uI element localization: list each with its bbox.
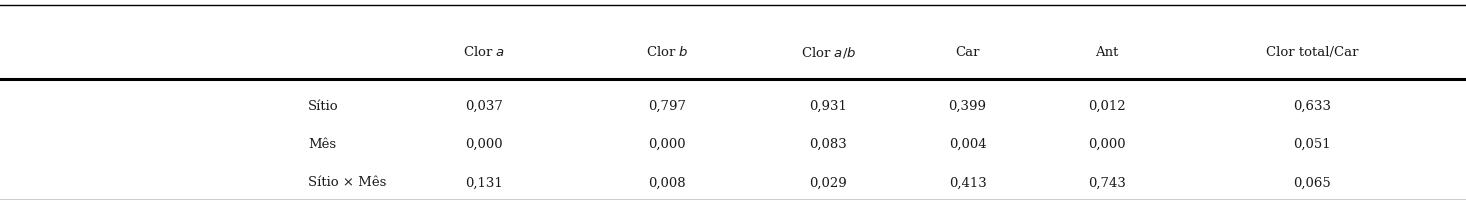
Text: Sítio × Mês: Sítio × Mês	[308, 176, 386, 188]
Text: Clor $a/b$: Clor $a/b$	[800, 45, 856, 59]
Text: 0,743: 0,743	[1088, 176, 1126, 188]
Text: 0,413: 0,413	[949, 176, 987, 188]
Text: Ant: Ant	[1095, 46, 1119, 58]
Text: 0,083: 0,083	[809, 138, 847, 150]
Text: 0,029: 0,029	[809, 176, 847, 188]
Text: 0,000: 0,000	[1088, 138, 1126, 150]
Text: 0,000: 0,000	[465, 138, 503, 150]
Text: Clor $a$: Clor $a$	[463, 45, 504, 59]
Text: 0,797: 0,797	[648, 100, 686, 112]
Text: 0,051: 0,051	[1293, 138, 1331, 150]
Text: Mês: Mês	[308, 138, 336, 150]
Text: 0,012: 0,012	[1088, 100, 1126, 112]
Text: 0,037: 0,037	[465, 100, 503, 112]
Text: Sítio: Sítio	[308, 100, 339, 112]
Text: 0,004: 0,004	[949, 138, 987, 150]
Text: 0,633: 0,633	[1293, 100, 1331, 112]
Text: 0,065: 0,065	[1293, 176, 1331, 188]
Text: Car: Car	[956, 46, 979, 58]
Text: Clor total/Car: Clor total/Car	[1265, 46, 1359, 58]
Text: 0,000: 0,000	[648, 138, 686, 150]
Text: 0,931: 0,931	[809, 100, 847, 112]
Text: 0,131: 0,131	[465, 176, 503, 188]
Text: 0,399: 0,399	[949, 100, 987, 112]
Text: Clor $b$: Clor $b$	[645, 45, 689, 59]
Text: 0,008: 0,008	[648, 176, 686, 188]
